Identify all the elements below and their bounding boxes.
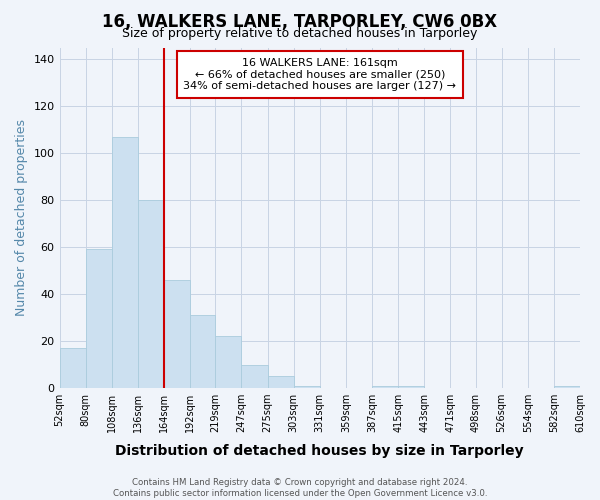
Bar xyxy=(268,376,293,388)
Text: Contains HM Land Registry data © Crown copyright and database right 2024.
Contai: Contains HM Land Registry data © Crown c… xyxy=(113,478,487,498)
Bar xyxy=(86,250,112,388)
Bar xyxy=(293,386,320,388)
Bar xyxy=(372,386,398,388)
Bar xyxy=(112,136,138,388)
Y-axis label: Number of detached properties: Number of detached properties xyxy=(15,120,28,316)
X-axis label: Distribution of detached houses by size in Tarporley: Distribution of detached houses by size … xyxy=(115,444,524,458)
Text: Size of property relative to detached houses in Tarporley: Size of property relative to detached ho… xyxy=(122,28,478,40)
Bar xyxy=(398,386,424,388)
Bar xyxy=(190,315,215,388)
Bar xyxy=(241,364,268,388)
Bar xyxy=(554,386,580,388)
Text: 16, WALKERS LANE, TARPORLEY, CW6 0BX: 16, WALKERS LANE, TARPORLEY, CW6 0BX xyxy=(103,12,497,30)
Bar xyxy=(215,336,241,388)
Bar xyxy=(164,280,190,388)
Text: 16 WALKERS LANE: 161sqm
← 66% of detached houses are smaller (250)
34% of semi-d: 16 WALKERS LANE: 161sqm ← 66% of detache… xyxy=(183,58,456,91)
Bar xyxy=(138,200,164,388)
Bar xyxy=(59,348,86,388)
